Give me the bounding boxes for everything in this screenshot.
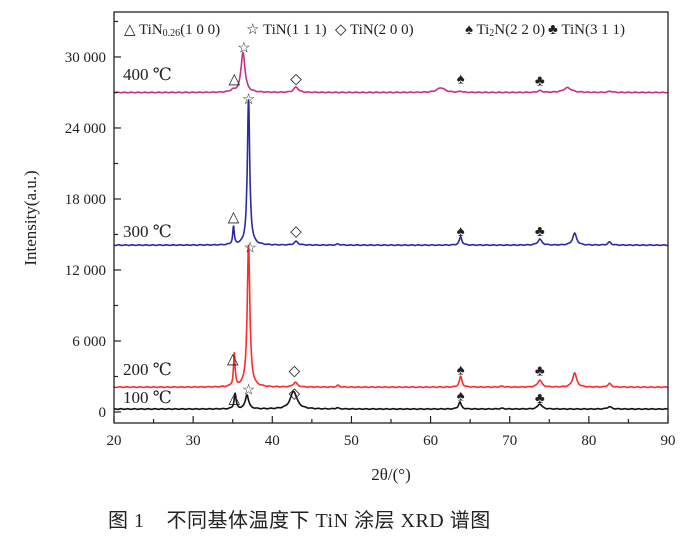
peak-marker: ☆ (237, 41, 250, 57)
x-tick-label: 20 (107, 433, 122, 449)
y-tick-label: 0 (99, 405, 107, 421)
y-tick-label: 12 000 (65, 263, 106, 279)
x-tick-label: 40 (265, 433, 280, 449)
peak-marker: ♣ (535, 224, 545, 240)
peak-marker: ♠ (457, 71, 465, 87)
legend-item: ♣ TiN(3 1 1) (548, 22, 625, 38)
legend-suffix: (1 0 0) (180, 22, 220, 38)
series-label: 400 ℃ (123, 65, 172, 84)
peak-marker: ☆ (242, 92, 255, 108)
series-label: 300 ℃ (123, 222, 172, 241)
legend-suffix: N(2 2 0) (494, 22, 545, 38)
legend-symbol: △ (124, 22, 139, 38)
y-axis-title: Intensity(a.u.) (21, 170, 40, 265)
legend-label: TiN(2 0 0) (350, 22, 414, 38)
x-tick-label: 60 (423, 433, 438, 449)
legend-item: ☆ TiN(1 1 1) (246, 22, 327, 38)
peak-marker: ♣ (535, 364, 545, 380)
peak-marker: ◇ (290, 71, 302, 87)
legend-item: △ TiN0.26(1 0 0) (124, 22, 220, 39)
peak-marker: △ (229, 71, 241, 87)
peak-marker: ◇ (289, 386, 301, 402)
legend-label: TiN (139, 22, 163, 38)
peak-marker: ♣ (535, 391, 545, 407)
legend-subscript: 2 (489, 28, 494, 39)
series-line-200C (113, 244, 668, 389)
legend-label: TiN(1 1 1) (263, 22, 327, 38)
legend-label: TiN(3 1 1) (561, 22, 625, 38)
y-tick-label: 6 000 (72, 334, 106, 350)
peak-marker: ♠ (457, 388, 465, 404)
legend-symbol: ♠ (465, 22, 476, 38)
y-tick-label: 18 000 (65, 192, 106, 208)
y-tick-label: 30 000 (65, 50, 106, 66)
y-tick-label: 24 000 (65, 121, 106, 137)
peak-marker: △ (227, 352, 239, 368)
legend: △ TiN0.26(1 0 0) ☆ TiN(1 1 1) ◇ TiN(2 0 0)… (124, 22, 625, 39)
peak-marker: ♠ (457, 362, 465, 378)
legend-label: Ti (476, 22, 489, 38)
peak-marker: △ (228, 210, 240, 226)
x-tick-label: 30 (186, 433, 201, 449)
peak-marker: ♣ (535, 74, 545, 90)
peak-marker: ☆ (243, 240, 256, 256)
peak-marker: ◇ (290, 224, 302, 240)
series-label: 200 ℃ (123, 360, 172, 379)
legend-symbol: ☆ (246, 22, 263, 38)
legend-item: ◇ TiN(2 0 0) (335, 22, 414, 38)
x-axis-title: 2θ/(°) (371, 465, 411, 484)
x-tick-label: 70 (502, 433, 517, 449)
x-tick-label: 80 (581, 433, 596, 449)
xrd-chart: △☆ ◇ ♠ ♣△☆◇ ♠ ♣△☆◇ ♠ ♣△☆◇ ♠ ♣ 20 30 40 50 60 70 80 90 06… (21, 11, 676, 484)
peak-marker: △ (229, 391, 241, 407)
peak-marker: ◇ (289, 364, 301, 380)
legend-symbol: ◇ (335, 22, 350, 38)
peak-marker: ☆ (242, 383, 255, 399)
legend-item: ♠ Ti2N(2 2 0) (465, 22, 545, 39)
peak-marker: ♠ (457, 224, 465, 240)
series-line-100C (114, 390, 668, 411)
series-label: 100 ℃ (123, 388, 172, 407)
legend-subscript: 0.26 (163, 28, 181, 39)
legend-symbol: ♣ (548, 22, 561, 38)
plot-frame (113, 11, 669, 424)
series-line-300C (113, 99, 668, 247)
x-tick-label: 50 (344, 433, 359, 449)
x-tick-label: 90 (661, 433, 676, 449)
figure-caption: 图 1 不同基体温度下 TiN 涂层 XRD 谱图 (108, 510, 491, 532)
series-line-400C (113, 51, 668, 94)
